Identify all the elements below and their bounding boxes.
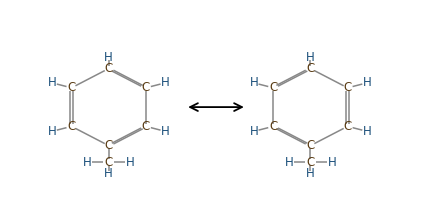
Text: C: C — [67, 120, 76, 133]
Text: H: H — [306, 167, 315, 180]
Text: H: H — [161, 125, 169, 138]
Text: C: C — [105, 156, 113, 169]
Text: H: H — [48, 76, 57, 89]
Text: H: H — [362, 76, 371, 89]
Text: C: C — [269, 120, 277, 133]
Text: C: C — [105, 62, 113, 75]
Text: C: C — [269, 81, 277, 94]
Text: C: C — [306, 139, 314, 152]
Text: C: C — [67, 81, 76, 94]
Text: H: H — [250, 76, 258, 89]
Text: H: H — [362, 125, 371, 138]
Text: H: H — [306, 51, 315, 64]
Text: H: H — [161, 76, 169, 89]
Text: H: H — [48, 125, 57, 138]
Text: H: H — [83, 156, 92, 169]
Text: C: C — [142, 120, 150, 133]
Text: H: H — [104, 167, 113, 180]
Text: C: C — [343, 81, 352, 94]
Text: H: H — [126, 156, 134, 169]
Text: C: C — [306, 156, 314, 169]
Text: H: H — [250, 125, 258, 138]
Text: H: H — [285, 156, 293, 169]
Text: C: C — [343, 120, 352, 133]
Text: C: C — [306, 62, 314, 75]
Text: C: C — [105, 139, 113, 152]
Text: H: H — [104, 51, 113, 64]
Text: H: H — [327, 156, 336, 169]
Text: C: C — [142, 81, 150, 94]
